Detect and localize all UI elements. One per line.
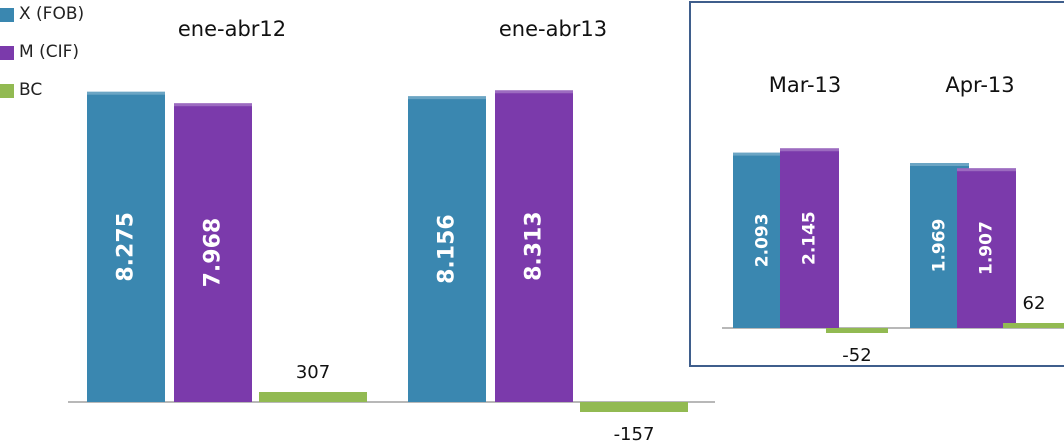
inset-bar-m-cif [780,148,839,328]
main-data-label: 8.275 [114,212,139,282]
main-category-label: ene-abr12 [178,17,286,41]
main-bar-highlight [495,90,573,94]
inset-bc-data-label: 62 [1023,293,1046,314]
inset-bc-data-label: -52 [842,345,871,366]
legend-swatch [0,46,14,60]
main-bar-highlight [174,103,252,107]
inset-category-label: Apr-13 [945,73,1014,97]
main-data-label: 7.968 [201,218,226,288]
inset-bar-bc [826,328,888,333]
legend: X (FOB) M (CIF) BC [0,4,84,118]
main-bc-data-label: 307 [296,362,330,383]
inset-bar-highlight [780,148,839,152]
inset-data-label: 1.907 [977,221,997,275]
legend-swatch [0,84,14,98]
inset-category-label: Mar-13 [769,73,842,97]
legend-item: M (CIF) [0,42,84,80]
main-bar-bc [580,402,688,412]
main-data-label: 8.156 [435,214,460,284]
inset-data-label: 2.145 [800,211,820,265]
inset-bar-highlight [910,162,969,166]
main-bar-x-fob [408,96,486,403]
legend-label: M (CIF) [19,42,79,62]
inset-bar-highlight [957,168,1016,172]
main-bar-highlight [408,96,486,100]
inset-bar-highlight [733,152,792,156]
main-bar-x-fob [87,91,165,402]
legend-item: X (FOB) [0,4,84,42]
main-bc-data-label: -157 [614,424,655,445]
main-data-label: 8.313 [522,211,547,281]
inset-bar-m-cif [957,168,1016,328]
legend-label: BC [19,80,43,100]
main-bar-m-cif [174,103,252,402]
inset-data-label: 1.969 [930,219,950,273]
main-bar-m-cif [495,90,573,402]
main-bar-bc [259,392,367,402]
inset-bar-bc [1003,323,1064,328]
main-bar-highlight [87,91,165,95]
legend-item: BC [0,80,84,118]
legend-swatch [0,8,14,22]
inset-data-label: 2.093 [753,213,773,267]
legend-label: X (FOB) [19,4,85,24]
main-category-label: ene-abr13 [499,17,607,41]
